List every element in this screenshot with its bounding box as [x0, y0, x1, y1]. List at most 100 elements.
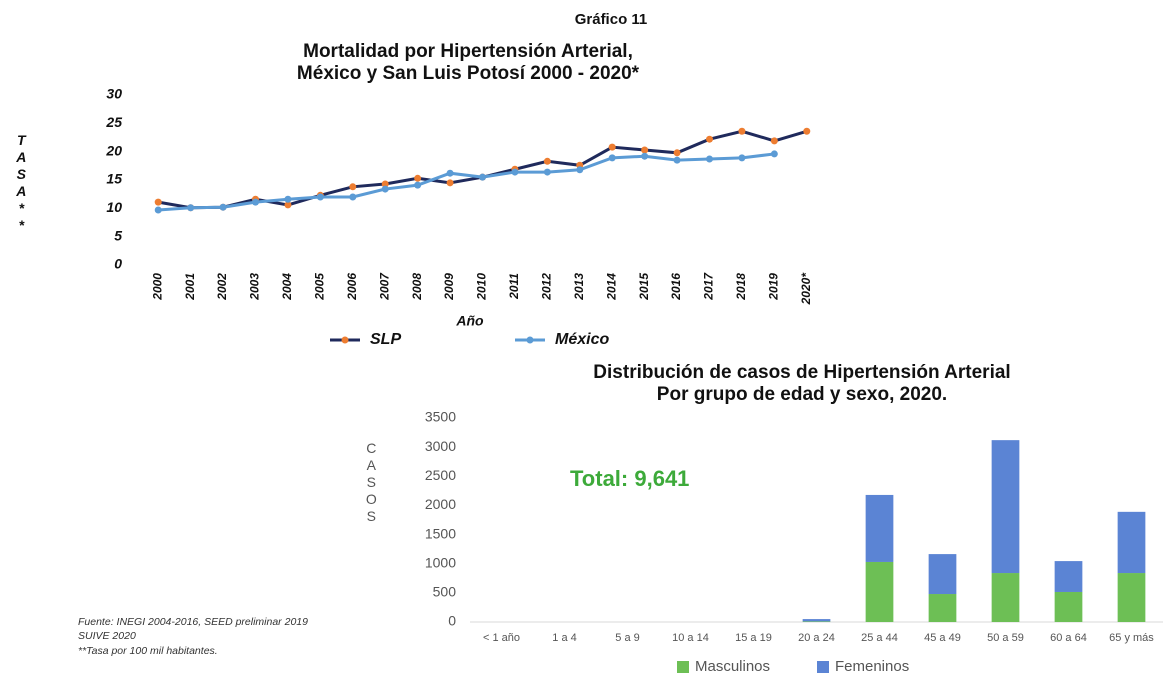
bar-segment — [928, 594, 957, 622]
bar-segment — [865, 494, 894, 562]
legend-swatch — [817, 661, 829, 673]
y-tick-label: 3000 — [425, 438, 456, 454]
bar-segment — [1117, 511, 1146, 574]
data-point — [803, 127, 811, 135]
data-point — [770, 150, 778, 158]
y-tick-label: 1000 — [425, 554, 456, 570]
data-point — [738, 127, 746, 135]
bar-segment — [1117, 573, 1146, 622]
data-point — [543, 168, 551, 176]
legend-marker — [341, 336, 349, 344]
x-tick-label: 65 y más — [1109, 632, 1154, 644]
data-point — [187, 204, 195, 212]
x-tick-label: 2019 — [767, 273, 781, 301]
x-tick-label: 50 a 59 — [987, 632, 1024, 644]
legend-label: Masculinos — [695, 658, 770, 675]
x-tick-label: 5 a 9 — [615, 632, 639, 644]
x-tick-label: 1 a 4 — [552, 632, 576, 644]
legend-label: México — [555, 331, 609, 348]
x-tick-label: 2018 — [734, 273, 748, 301]
y-tick-label: 15 — [106, 171, 122, 187]
bar-segment — [802, 621, 831, 622]
x-axis-label: Año — [455, 313, 484, 329]
x-tick-label: 2012 — [540, 273, 554, 301]
data-point — [511, 168, 519, 176]
x-tick-label: 2004 — [280, 273, 294, 301]
chart-title: Distribución de casos de Hipertensión Ar… — [593, 362, 1010, 383]
data-point — [543, 157, 551, 165]
x-tick-label: 2013 — [572, 273, 586, 301]
x-tick-label: 15 a 19 — [735, 632, 772, 644]
x-tick-label: 2017 — [702, 272, 716, 301]
data-point — [706, 155, 713, 163]
bar-segment — [865, 561, 894, 622]
data-point — [673, 156, 681, 164]
footnote: **Tasa por 100 mil habitantes. — [78, 645, 218, 657]
data-point — [381, 185, 389, 193]
data-point — [252, 198, 259, 206]
y-axis-label: CASOS — [363, 440, 379, 525]
data-point — [446, 169, 454, 177]
bar-segment — [928, 554, 957, 595]
x-tick-label: 20 a 24 — [798, 632, 835, 644]
data-point — [706, 135, 713, 143]
y-axis-label: TASA** — [13, 132, 29, 234]
data-point — [154, 198, 162, 206]
y-tick-label: 2000 — [425, 496, 456, 512]
bar-segment — [991, 440, 1020, 574]
y-tick-label: 3500 — [425, 409, 456, 425]
annotation: Total: 9,641 — [570, 466, 689, 491]
data-point — [349, 193, 357, 201]
bar-segment — [802, 619, 831, 622]
x-tick-label: 2002 — [215, 273, 229, 301]
data-point — [738, 154, 746, 162]
x-tick-label: 2000 — [150, 273, 164, 301]
y-tick-label: 0 — [114, 256, 122, 272]
x-tick-label: 2005 — [313, 273, 327, 301]
data-point — [381, 180, 389, 188]
data-point — [770, 137, 778, 145]
data-point — [673, 149, 681, 157]
data-point — [608, 143, 616, 151]
x-tick-label: < 1 año — [483, 632, 520, 644]
data-point — [414, 174, 422, 182]
x-tick-label: 2011 — [507, 273, 521, 300]
legend-swatch — [677, 661, 689, 673]
x-tick-label: 2008 — [410, 273, 424, 301]
chart-title: México y San Luis Potosí 2000 - 2020* — [297, 63, 640, 84]
data-point — [349, 183, 357, 191]
x-tick-label: 2001 — [183, 273, 197, 301]
chart-title: Por grupo de edad y sexo, 2020. — [657, 384, 947, 405]
x-tick-label: 2006 — [345, 273, 359, 301]
y-tick-label: 1500 — [425, 525, 456, 541]
y-tick-label: 10 — [106, 199, 122, 215]
data-point — [576, 166, 584, 174]
data-point — [316, 193, 324, 201]
data-point — [446, 179, 454, 187]
x-tick-label: 60 a 64 — [1050, 632, 1087, 644]
x-tick-label: 25 a 44 — [861, 632, 898, 644]
data-point — [479, 173, 486, 181]
x-tick-label: 45 a 49 — [924, 632, 961, 644]
x-tick-label: 2014 — [604, 273, 618, 301]
data-point — [641, 146, 649, 154]
x-tick-label: 2020* — [799, 272, 813, 306]
legend-marker — [526, 336, 534, 344]
legend-label: Femeninos — [835, 658, 909, 675]
y-tick-label: 25 — [105, 114, 122, 130]
data-point — [154, 206, 162, 214]
x-tick-label: 10 a 14 — [672, 632, 709, 644]
x-tick-label: 2003 — [248, 273, 262, 301]
data-point — [284, 195, 292, 203]
x-tick-label: 2009 — [442, 273, 456, 301]
series-line — [158, 152, 775, 212]
bar-segment — [991, 573, 1020, 622]
footnote: SUIVE 2020 — [78, 630, 136, 642]
bar-segment — [1054, 591, 1083, 622]
y-tick-label: 30 — [106, 86, 122, 102]
x-tick-label: 2007 — [377, 272, 391, 301]
x-tick-label: 2015 — [637, 273, 651, 301]
y-tick-label: 500 — [433, 584, 457, 600]
